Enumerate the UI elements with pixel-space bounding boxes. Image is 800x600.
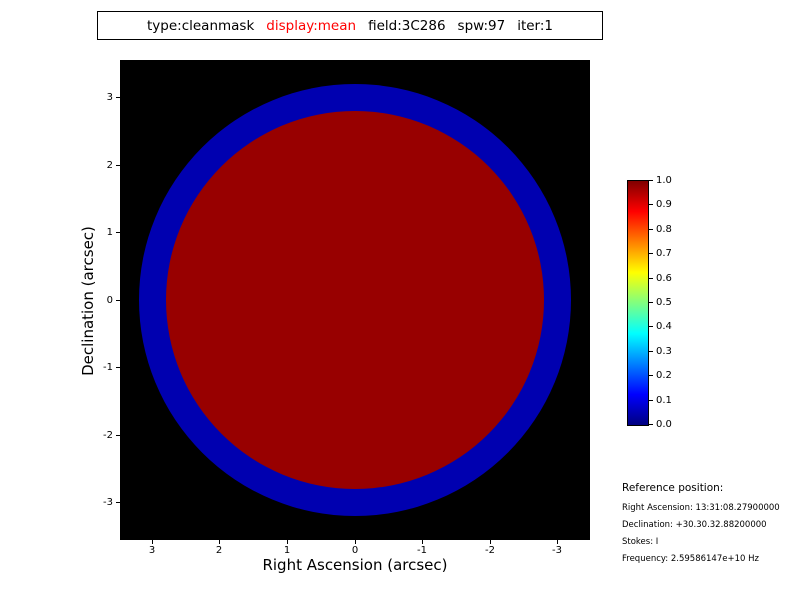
colorbar-tick-label: 0.2 xyxy=(656,369,672,381)
colorbar-tick: 0.8 xyxy=(649,223,672,235)
y-tick-mark xyxy=(116,231,120,233)
x-tick-label: 3 xyxy=(148,545,156,556)
colorbar-tick-mark xyxy=(649,301,653,303)
reference-title: Reference position: xyxy=(622,482,724,494)
colorbar-tick-mark xyxy=(649,203,653,205)
title-segment-type: type:cleanmask xyxy=(146,17,255,34)
title-segment-display: display:mean xyxy=(266,17,357,34)
y-tick-mark xyxy=(116,164,120,166)
y-tick-label: 3 xyxy=(106,91,113,103)
y-tick: 2 xyxy=(82,158,120,172)
colorbar-tick-mark xyxy=(649,252,653,254)
y-tick-mark xyxy=(116,366,120,368)
x-axis-label: Right Ascension (arcsec) xyxy=(262,556,448,574)
y-tick: 0 xyxy=(82,293,120,307)
colorbar-tick-label: 1.0 xyxy=(656,174,672,186)
colorbar-tick: 0.5 xyxy=(649,296,672,308)
colorbar-tick: 0.9 xyxy=(649,198,672,210)
colorbar-tick-mark xyxy=(649,179,653,181)
x-tick: 1 xyxy=(267,540,307,556)
colorbar-tick-label: 0.3 xyxy=(656,345,672,357)
x-tick-label: 0 xyxy=(351,545,359,556)
x-tick: -3 xyxy=(537,540,577,556)
y-tick-label: 0 xyxy=(106,294,113,306)
x-tick-label: 1 xyxy=(283,545,291,556)
title-box: type:cleanmask display:mean field:3C286 … xyxy=(97,11,603,40)
plot-canvas xyxy=(120,60,590,540)
x-tick: 3 xyxy=(132,540,172,556)
y-tick-label: 1 xyxy=(106,226,113,238)
y-tick: 3 xyxy=(82,90,120,104)
y-tick-label: 2 xyxy=(106,159,113,171)
colorbar-tick-label: 0.4 xyxy=(656,320,672,332)
x-tick-mark xyxy=(556,540,558,544)
colorbar-tick-mark xyxy=(649,277,653,279)
x-tick-mark xyxy=(286,540,288,544)
colorbar-tick: 1.0 xyxy=(649,174,672,186)
reference-position-block: Reference position: Right Ascension: 13:… xyxy=(622,482,794,571)
y-tick-mark xyxy=(116,96,120,98)
colorbar-tick-label: 0.5 xyxy=(656,296,672,308)
y-tick-label: -2 xyxy=(103,429,113,441)
y-tick: -1 xyxy=(82,360,120,374)
colorbar-gradient xyxy=(627,180,649,426)
reference-line-stokes: Stokes: I xyxy=(622,537,659,547)
y-tick-mark xyxy=(116,501,120,503)
y-tick: -2 xyxy=(82,428,120,442)
colorbar-tick: 0.4 xyxy=(649,320,672,332)
x-tick-mark xyxy=(354,540,356,544)
colorbar-tick: 0.3 xyxy=(649,345,672,357)
x-tick-mark xyxy=(489,540,491,544)
x-tick-label: 2 xyxy=(215,545,223,556)
reference-line-dec: Declination: +30.30.32.88200000 xyxy=(622,520,767,530)
y-tick: 1 xyxy=(82,225,120,239)
colorbar-tick: 0.7 xyxy=(649,247,672,259)
title-segment-iter: iter:1 xyxy=(517,17,553,34)
x-tick-mark xyxy=(421,540,423,544)
colorbar-tick-mark xyxy=(649,423,653,425)
colorbar-tick-label: 0.6 xyxy=(656,272,672,284)
y-tick-label: -1 xyxy=(103,361,113,373)
x-tick-label: -1 xyxy=(417,545,427,556)
colorbar-tick-mark xyxy=(649,228,653,230)
colorbar-tick: 0.2 xyxy=(649,369,672,381)
x-tick-label: -2 xyxy=(485,545,495,556)
x-tick-mark xyxy=(151,540,153,544)
colorbar-tick-label: 0.8 xyxy=(656,223,672,235)
y-axis-label: Declination (arcsec) xyxy=(79,226,97,376)
x-tick: 2 xyxy=(199,540,239,556)
colorbar-tick-label: 0.7 xyxy=(656,247,672,259)
y-tick-label: -3 xyxy=(103,496,113,508)
inner-mask-circle xyxy=(166,111,544,489)
colorbar-tick-mark xyxy=(649,399,653,401)
colorbar-tick-label: 0.0 xyxy=(656,418,672,430)
reference-line-ra: Right Ascension: 13:31:08.27900000 xyxy=(622,503,780,513)
reference-line-frequency: Frequency: 2.59586147e+10 Hz xyxy=(622,554,759,564)
colorbar-tick-label: 0.9 xyxy=(656,198,672,210)
x-tick: 0 xyxy=(335,540,375,556)
colorbar-tick: 0.0 xyxy=(649,418,672,430)
y-tick-mark xyxy=(116,434,120,436)
colorbar-tick: 0.1 xyxy=(649,394,672,406)
x-tick-mark xyxy=(218,540,220,544)
y-tick: -3 xyxy=(82,495,120,509)
title-segment-field: field:3C286 xyxy=(368,17,446,34)
y-tick-mark xyxy=(116,299,120,301)
colorbar-tick-mark xyxy=(649,325,653,327)
x-tick: -2 xyxy=(470,540,510,556)
title-segment-spw: spw:97 xyxy=(457,17,506,34)
colorbar-tick: 0.6 xyxy=(649,272,672,284)
x-tick-label: -3 xyxy=(552,545,562,556)
x-tick: -1 xyxy=(402,540,442,556)
colorbar-tick-mark xyxy=(649,350,653,352)
colorbar-tick-mark xyxy=(649,374,653,376)
colorbar-tick-label: 0.1 xyxy=(656,394,672,406)
